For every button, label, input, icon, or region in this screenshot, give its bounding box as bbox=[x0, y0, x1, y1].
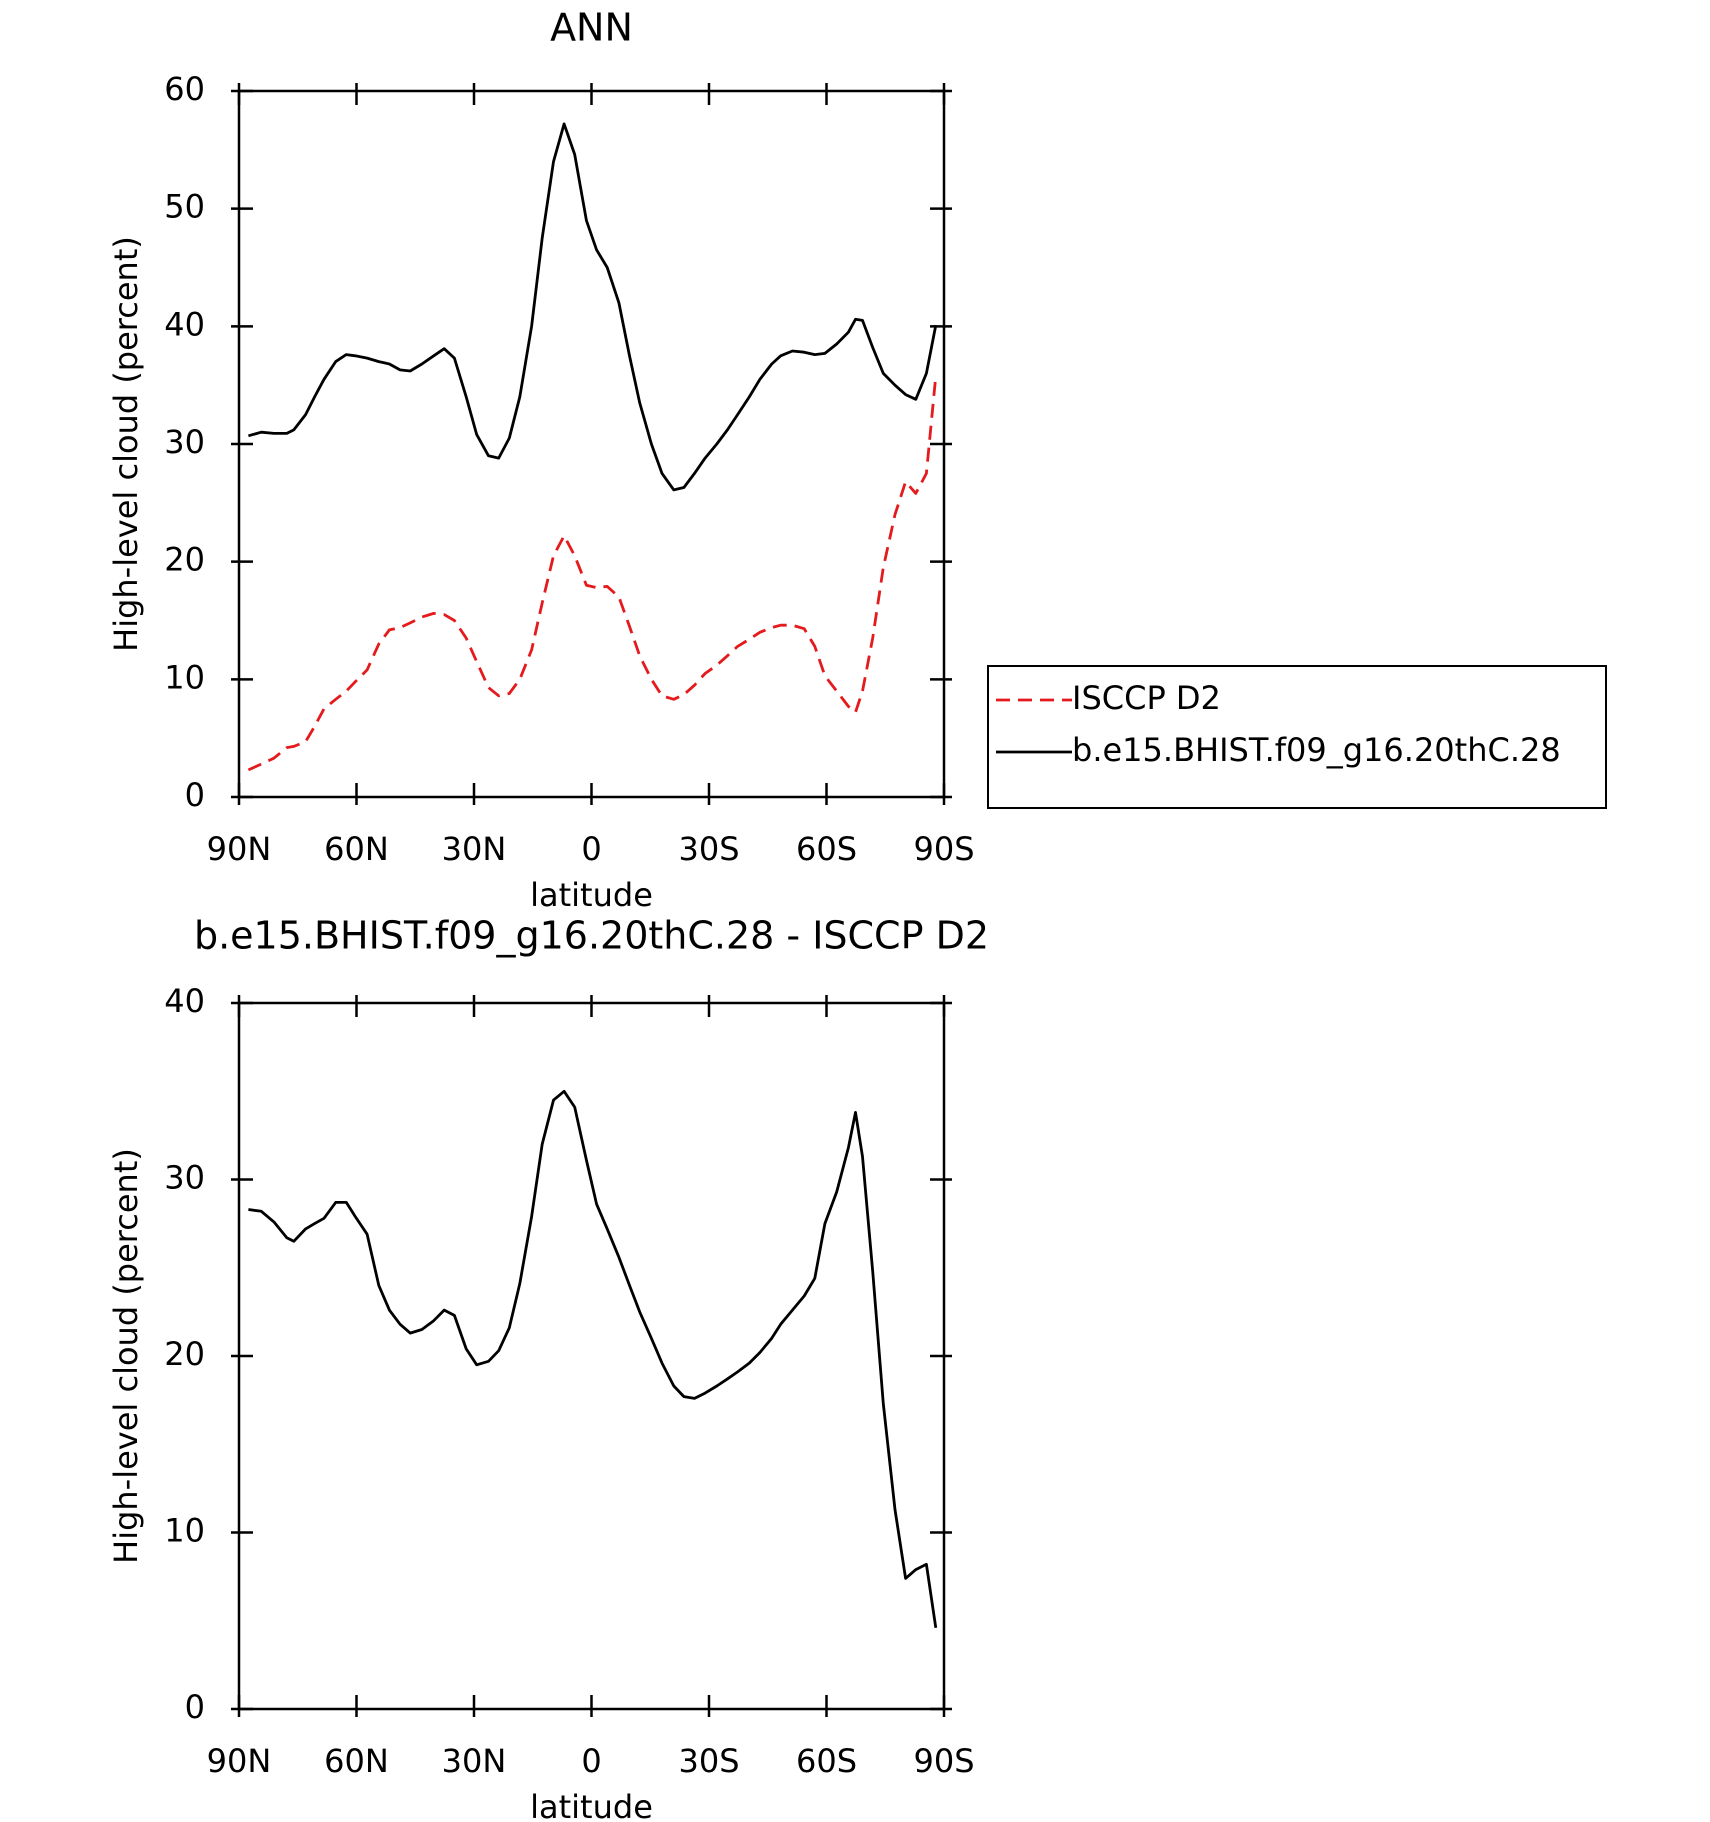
x-tick-label: 0 bbox=[581, 830, 601, 868]
y-tick-label: 40 bbox=[164, 305, 205, 343]
x-tick-label: 90N bbox=[207, 830, 272, 868]
x-tick-label: 90S bbox=[913, 1742, 974, 1780]
x-axis-label: latitude bbox=[530, 876, 653, 914]
y-tick-label: 0 bbox=[185, 776, 205, 814]
y-axis-label: High-level cloud (percent) bbox=[107, 1148, 145, 1564]
plot-frame bbox=[237, 1001, 946, 1711]
legend-box bbox=[987, 665, 1607, 809]
y-tick-label: 60 bbox=[164, 70, 205, 108]
y-axis-label: High-level cloud (percent) bbox=[107, 236, 145, 652]
y-tick-label: 20 bbox=[164, 541, 205, 579]
x-tick-label: 60S bbox=[796, 1742, 857, 1780]
y-tick-label: 10 bbox=[164, 1512, 205, 1550]
data-line bbox=[247, 375, 938, 772]
chart-title: b.e15.BHIST.f09_g16.20thC.28 - ISCCP D2 bbox=[194, 914, 989, 958]
legend-label: b.e15.BHIST.f09_g16.20thC.28 bbox=[1072, 731, 1561, 769]
legend-label: ISCCP D2 bbox=[1072, 679, 1221, 717]
data-line bbox=[248, 1089, 938, 1629]
x-tick-label: 60N bbox=[324, 830, 389, 868]
data-line bbox=[248, 122, 938, 492]
y-tick-label: 10 bbox=[164, 658, 205, 696]
x-tick-label: 0 bbox=[581, 1742, 601, 1780]
x-axis-label: latitude bbox=[530, 1788, 653, 1822]
x-tick-label: 60S bbox=[796, 830, 857, 868]
x-tick-label: 60N bbox=[324, 1742, 389, 1780]
y-tick-label: 40 bbox=[164, 982, 205, 1020]
x-tick-label: 90S bbox=[913, 830, 974, 868]
chart-title: ANN bbox=[550, 6, 633, 50]
y-tick-label: 30 bbox=[164, 1159, 205, 1197]
y-tick-label: 20 bbox=[164, 1335, 205, 1373]
plot-frame bbox=[237, 89, 946, 799]
y-tick-label: 0 bbox=[185, 1688, 205, 1726]
x-tick-label: 30S bbox=[678, 1742, 739, 1780]
x-tick-label: 30S bbox=[678, 830, 739, 868]
y-tick-label: 50 bbox=[164, 188, 205, 226]
x-tick-label: 30N bbox=[442, 1742, 507, 1780]
x-tick-label: 30N bbox=[442, 830, 507, 868]
y-tick-label: 30 bbox=[164, 423, 205, 461]
x-tick-label: 90N bbox=[207, 1742, 272, 1780]
